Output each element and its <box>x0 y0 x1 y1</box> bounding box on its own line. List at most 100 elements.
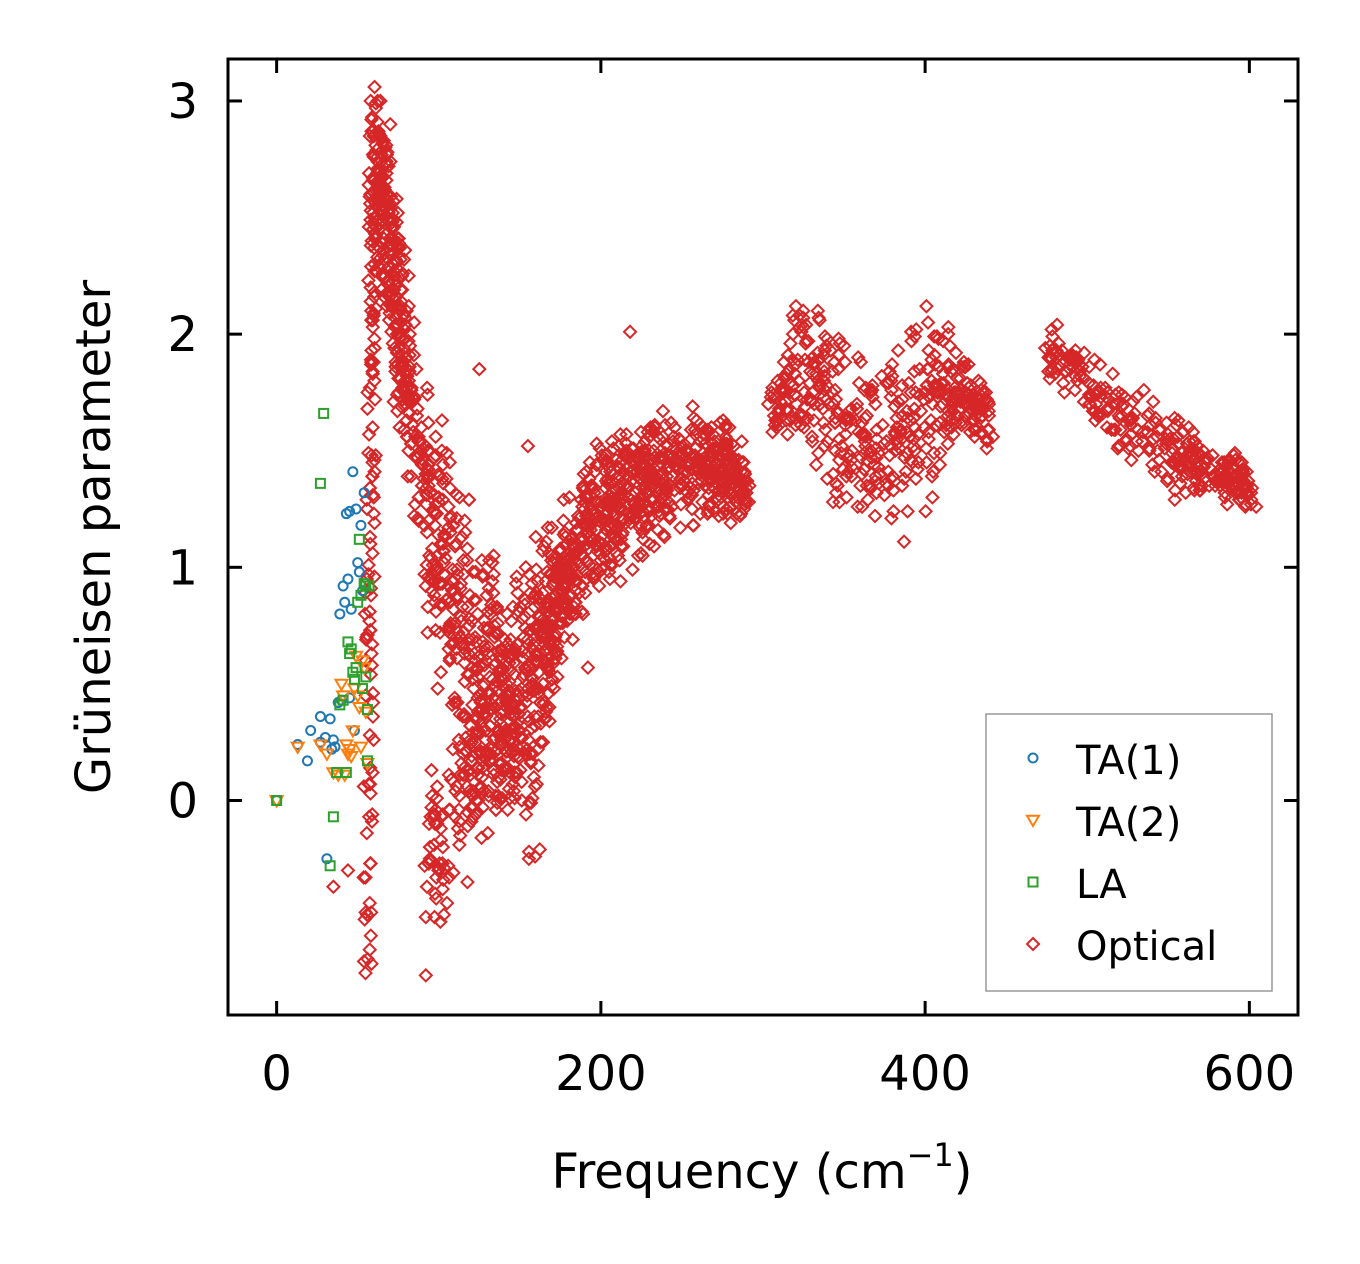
data-point-optical <box>468 592 484 608</box>
data-point-optical <box>509 569 525 585</box>
data-point-optical <box>772 410 788 426</box>
data-point-optical <box>519 688 535 703</box>
x-tick-label: 200 <box>555 1046 647 1102</box>
data-point-optical <box>537 636 553 652</box>
data-point-optical <box>459 779 475 794</box>
data-point-optical <box>598 464 613 480</box>
data-point-optical <box>549 639 565 655</box>
data-point-optical <box>824 385 840 400</box>
data-point-optical <box>394 347 410 363</box>
data-point-optical <box>618 515 634 531</box>
data-point-optical <box>1182 457 1197 473</box>
data-point-optical <box>625 562 640 578</box>
data-point-optical <box>509 765 525 780</box>
data-point-optical <box>1169 417 1184 433</box>
data-point-optical <box>630 548 646 564</box>
data-point-optical <box>1142 440 1158 456</box>
data-point-optical <box>696 464 711 480</box>
x-axis-label-end: ) <box>954 1144 973 1200</box>
data-point-optical <box>431 863 446 878</box>
data-point-optical <box>542 622 557 638</box>
data-point-optical <box>520 732 536 748</box>
data-point-optical <box>576 482 592 498</box>
data-point-optical <box>925 489 940 505</box>
data-point-optical <box>600 513 616 529</box>
data-point-optical <box>393 294 409 309</box>
data-point-optical <box>402 338 418 354</box>
data-point-optical <box>844 459 860 475</box>
data-point-optical <box>799 333 814 349</box>
data-point-optical <box>577 501 592 517</box>
data-point-optical <box>386 219 402 235</box>
data-point-optical <box>1158 436 1174 452</box>
data-point-optical <box>707 433 722 449</box>
data-point-optical <box>441 870 457 885</box>
data-point-optical <box>793 417 809 433</box>
data-point-optical <box>362 529 378 545</box>
data-point-optical <box>1168 450 1184 466</box>
data-point-optical <box>363 203 379 218</box>
data-point-optical <box>973 382 989 398</box>
data-point-optical <box>421 513 437 529</box>
data-point-optical <box>1154 464 1169 480</box>
data-point-optical <box>362 189 378 204</box>
data-point-optical <box>422 851 438 867</box>
data-point-optical <box>812 396 828 412</box>
data-point-optical <box>598 538 613 554</box>
data-point-optical <box>474 552 490 568</box>
data-point-optical <box>928 417 944 433</box>
data-point-optical <box>385 298 401 314</box>
data-point-optical <box>907 419 923 435</box>
data-point-ta1 <box>355 519 367 531</box>
data-point-optical <box>382 238 398 253</box>
data-point-optical <box>422 839 438 855</box>
data-point-optical <box>357 911 373 927</box>
legend-frame <box>985 713 1273 992</box>
data-point-optical <box>512 599 528 615</box>
data-point-optical <box>1098 389 1114 405</box>
data-point-optical <box>792 408 808 424</box>
x-axis-label-main: Frequency (cm <box>551 1144 906 1200</box>
data-point-optical <box>638 457 654 473</box>
data-point-optical <box>364 123 379 139</box>
data-point-optical <box>593 494 609 510</box>
data-point-optical <box>365 545 380 561</box>
data-point-optical <box>452 767 468 783</box>
data-point-optical <box>382 116 398 132</box>
data-point-optical <box>932 457 948 473</box>
data-point-optical <box>506 655 522 671</box>
data-point-optical <box>420 625 435 641</box>
data-point-optical <box>409 408 425 424</box>
series-ta1 <box>271 466 370 865</box>
data-point-optical <box>869 422 885 438</box>
data-point-optical <box>526 683 542 699</box>
data-point-optical <box>639 517 655 533</box>
data-point-la <box>363 580 375 592</box>
legend-marker-la <box>1027 876 1039 888</box>
data-point-optical <box>980 394 996 410</box>
data-point-optical <box>498 692 514 708</box>
data-point-optical <box>680 443 696 459</box>
data-point-optical <box>383 200 399 216</box>
data-point-optical <box>1122 410 1138 426</box>
data-point-optical <box>437 550 453 566</box>
data-point-optical <box>441 767 457 783</box>
data-point-optical <box>394 382 410 398</box>
data-point-optical <box>574 548 590 564</box>
data-point-optical <box>907 364 922 379</box>
data-point-optical <box>894 378 910 393</box>
data-point-optical <box>722 499 738 515</box>
data-point-optical <box>1170 413 1186 428</box>
data-point-optical <box>498 744 514 759</box>
data-point-optical <box>363 928 379 944</box>
data-point-optical <box>867 508 883 524</box>
data-point-optical <box>451 837 467 853</box>
data-point-optical <box>384 219 400 235</box>
data-point-optical <box>622 324 638 340</box>
data-point-optical <box>525 590 541 606</box>
data-point-optical <box>431 494 447 510</box>
data-point-optical <box>659 478 675 494</box>
data-point-optical <box>1141 406 1157 421</box>
data-point-optical <box>760 396 776 412</box>
data-point-optical <box>1182 433 1197 449</box>
